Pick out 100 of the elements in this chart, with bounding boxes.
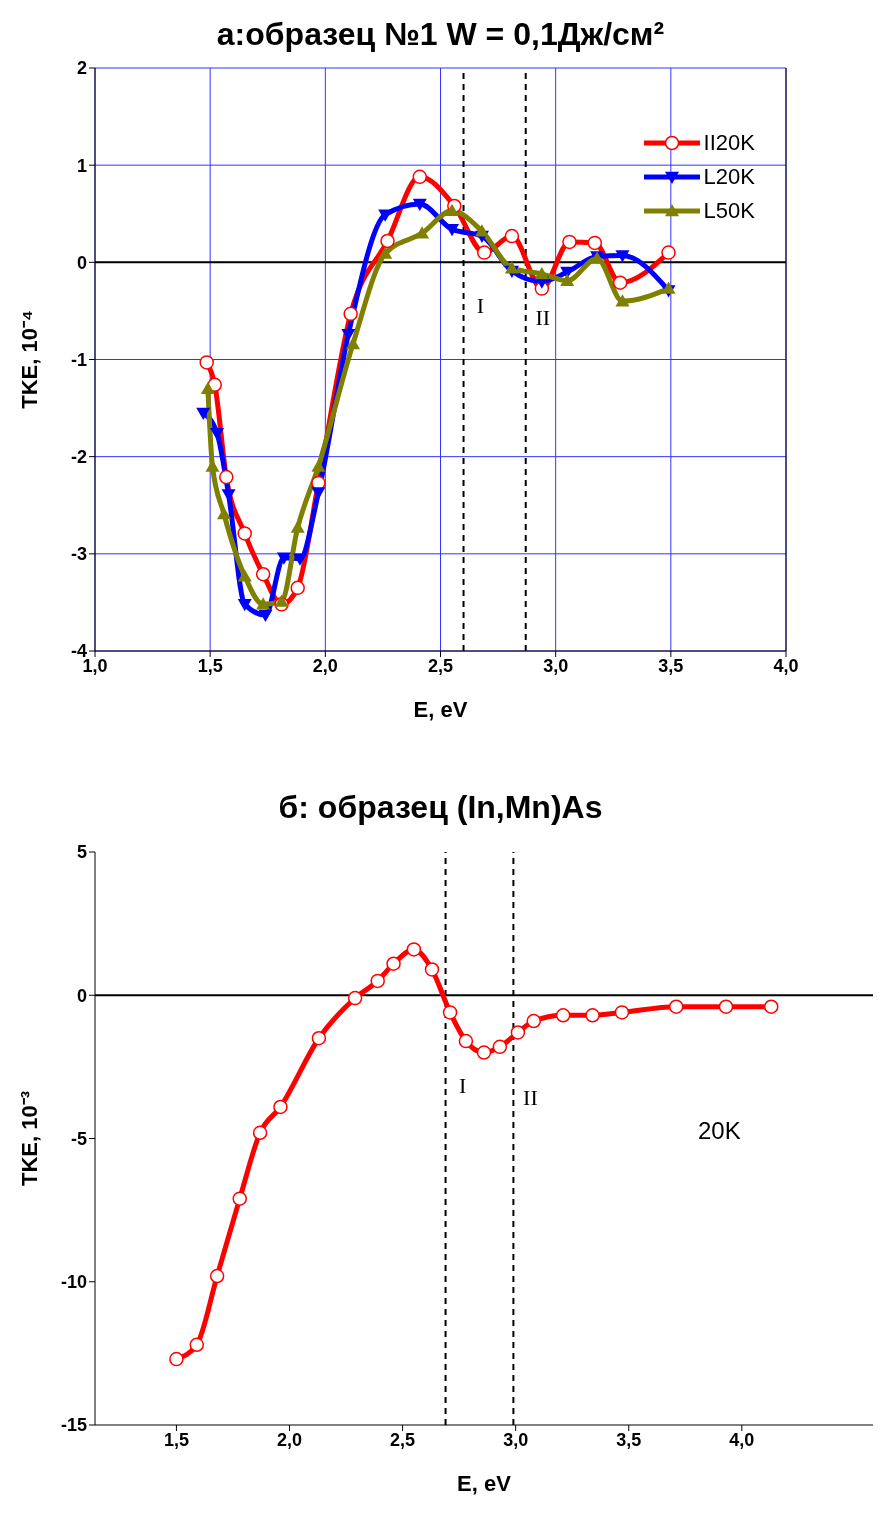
point bbox=[763, 999, 779, 1014]
point bbox=[290, 520, 305, 533]
y-tick-label: -15 bbox=[60, 1415, 87, 1436]
point bbox=[504, 228, 520, 244]
point bbox=[492, 1039, 508, 1055]
point bbox=[341, 328, 356, 342]
point bbox=[232, 1191, 247, 1206]
y-tick-label: 0 bbox=[76, 985, 87, 1006]
point bbox=[370, 973, 385, 989]
point bbox=[412, 169, 428, 185]
point bbox=[661, 281, 676, 294]
point bbox=[406, 942, 422, 957]
x-tick-label: 4,0 bbox=[773, 655, 799, 676]
point bbox=[216, 506, 231, 520]
point bbox=[442, 1005, 458, 1020]
point bbox=[386, 956, 401, 971]
y-axis-title: TKE, 10⁻⁴ bbox=[16, 310, 42, 409]
point bbox=[311, 459, 326, 472]
point bbox=[343, 306, 358, 322]
point bbox=[274, 594, 289, 607]
y-tick-label: 0 bbox=[76, 252, 87, 273]
point bbox=[587, 235, 603, 251]
point bbox=[276, 552, 291, 565]
point bbox=[189, 1337, 205, 1353]
ref-line-label: I bbox=[476, 293, 485, 319]
legend-label: II20K bbox=[703, 130, 755, 156]
y-tick-label: 1 bbox=[76, 155, 87, 176]
point bbox=[560, 273, 575, 287]
point bbox=[210, 428, 225, 441]
y-tick-label: -5 bbox=[70, 1128, 87, 1149]
point bbox=[718, 999, 734, 1014]
point bbox=[477, 245, 492, 260]
point bbox=[256, 597, 271, 610]
point bbox=[612, 275, 628, 290]
point bbox=[474, 224, 489, 237]
x-tick-label: 1,5 bbox=[197, 655, 223, 676]
point bbox=[458, 1033, 474, 1049]
point bbox=[668, 999, 684, 1014]
point bbox=[555, 1008, 571, 1023]
x-tick-label: 4,0 bbox=[729, 1429, 755, 1450]
point bbox=[415, 226, 430, 239]
y-tick-label: -2 bbox=[70, 447, 87, 468]
x-tick-label: 2,5 bbox=[390, 1429, 416, 1450]
point bbox=[510, 1025, 526, 1040]
point bbox=[345, 336, 360, 350]
point bbox=[237, 569, 252, 582]
x-tick-label: 1,5 bbox=[163, 1429, 189, 1450]
x-axis-title: E, eV bbox=[457, 1471, 512, 1496]
x-tick-label: 2,0 bbox=[276, 1429, 303, 1450]
point bbox=[199, 355, 214, 370]
x-tick-label: 3,0 bbox=[543, 655, 569, 676]
point bbox=[504, 261, 519, 274]
point bbox=[615, 294, 630, 307]
point bbox=[412, 198, 427, 212]
point bbox=[196, 407, 211, 420]
point bbox=[476, 1045, 492, 1060]
x-axis-title: E, eV bbox=[413, 697, 468, 722]
point bbox=[380, 233, 395, 249]
point bbox=[209, 1268, 225, 1284]
legend-label: L50K bbox=[703, 198, 755, 224]
x-tick-label: 3,0 bbox=[503, 1429, 529, 1450]
y-tick-label: -1 bbox=[70, 349, 87, 370]
point bbox=[258, 609, 273, 623]
y-axis-title: TKE, 10⁻³ bbox=[16, 1090, 42, 1187]
y-tick-label: 5 bbox=[76, 842, 87, 863]
point bbox=[615, 250, 630, 263]
point bbox=[424, 962, 440, 977]
point bbox=[445, 203, 460, 217]
point bbox=[290, 580, 305, 596]
x-tick-label: 3,5 bbox=[658, 655, 684, 676]
point bbox=[661, 245, 676, 260]
point bbox=[237, 526, 252, 541]
point bbox=[255, 566, 271, 582]
point bbox=[237, 599, 252, 612]
x-tick-label: 3,5 bbox=[616, 1429, 642, 1450]
point bbox=[219, 469, 234, 485]
y-tick-label: -3 bbox=[70, 544, 87, 565]
legend-label: L20K bbox=[703, 164, 755, 190]
point bbox=[200, 381, 215, 394]
ref-line-label: I bbox=[458, 1073, 467, 1099]
point bbox=[169, 1351, 184, 1367]
point bbox=[293, 553, 307, 566]
x-tick-label: 2,5 bbox=[427, 655, 454, 676]
ref-line-label: II bbox=[535, 305, 551, 331]
point bbox=[585, 1008, 600, 1023]
x-tick-label: 2,0 bbox=[312, 655, 338, 676]
point bbox=[562, 234, 577, 250]
point bbox=[526, 1013, 542, 1029]
chart-title: а:образец №1 W = 0,1Дж/см² bbox=[215, 15, 666, 54]
point bbox=[347, 990, 363, 1006]
annotation: 20K bbox=[698, 1117, 741, 1145]
y-tick-label: -10 bbox=[60, 1272, 87, 1293]
point bbox=[311, 1030, 327, 1046]
y-tick-label: 2 bbox=[76, 58, 87, 79]
chart-title: б: образец (In,Mn)As bbox=[277, 788, 604, 827]
point bbox=[534, 266, 549, 280]
ref-line-label: II bbox=[523, 1085, 538, 1111]
point bbox=[311, 487, 326, 500]
point bbox=[378, 246, 393, 259]
point bbox=[273, 1099, 288, 1115]
